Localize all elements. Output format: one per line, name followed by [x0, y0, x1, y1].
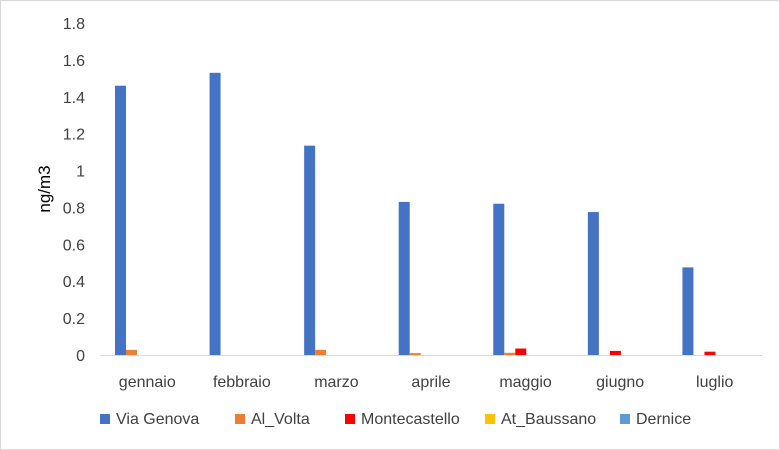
legend-label: Al_Volta: [251, 411, 310, 428]
x-tick-label: marzo: [314, 374, 359, 391]
y-tick-label: 1.2: [63, 127, 85, 144]
x-tick-label: febbraio: [213, 374, 271, 391]
legend-label: Montecastello: [361, 411, 460, 428]
legend-label: Via Genova: [116, 411, 199, 428]
x-tick-label: maggio: [499, 374, 552, 391]
y-axis-title: ng/m3: [35, 165, 54, 212]
y-tick-label: 1.8: [63, 16, 85, 33]
bar-via-genova-marzo: [304, 145, 316, 355]
y-tick-label: 0.2: [63, 311, 85, 328]
y-tick-label: 0: [76, 348, 85, 365]
bar-montecastello-luglio: [704, 351, 716, 355]
legend-label: At_Baussano: [501, 411, 596, 428]
x-axis-ticks: gennaio febbraio marzo aprile maggio giugno lu…: [119, 374, 734, 391]
bar-montecastello-maggio: [515, 348, 527, 355]
x-tick-label: luglio: [696, 374, 733, 391]
bar-via-genova-febbraio: [209, 72, 221, 356]
legend-label: Dernice: [636, 411, 691, 428]
bar-al-volta-maggio: [504, 352, 516, 355]
bar-al-volta-aprile: [409, 353, 421, 355]
y-tick-label: 1: [76, 164, 85, 181]
y-axis-ticks: 0 0.2 0.4 0.6 0.8 1 1.2 1.4 1.6 1.8: [63, 16, 85, 365]
bar-via-genova-aprile: [398, 201, 410, 355]
legend-swatch: [100, 414, 110, 424]
bar-via-genova-giugno: [587, 212, 599, 355]
x-tick-label: aprile: [411, 374, 450, 391]
legend-swatch: [485, 414, 495, 424]
x-tick-label: gennaio: [119, 374, 176, 391]
bar-al-volta-gennaio: [126, 349, 137, 355]
legend: Via Genova Al_Volta Montecastello At_Baussa…: [100, 411, 691, 428]
y-tick-label: 0.8: [63, 200, 85, 217]
y-tick-label: 0.6: [63, 237, 85, 254]
bar-via-genova-maggio: [493, 203, 505, 355]
legend-swatch: [235, 414, 245, 424]
legend-swatch: [620, 414, 630, 424]
legend-swatch: [345, 414, 355, 424]
y-tick-label: 0.4: [63, 274, 85, 291]
y-tick-label: 1.4: [63, 90, 85, 107]
bar-via-genova-gennaio: [115, 85, 126, 355]
y-tick-label: 1.6: [63, 53, 85, 70]
bar-montecastello-giugno: [609, 350, 621, 355]
x-tick-label: giugno: [596, 374, 644, 391]
bars: [115, 72, 716, 356]
bar-via-genova-luglio: [682, 267, 694, 355]
bar-al-volta-marzo: [315, 349, 327, 355]
